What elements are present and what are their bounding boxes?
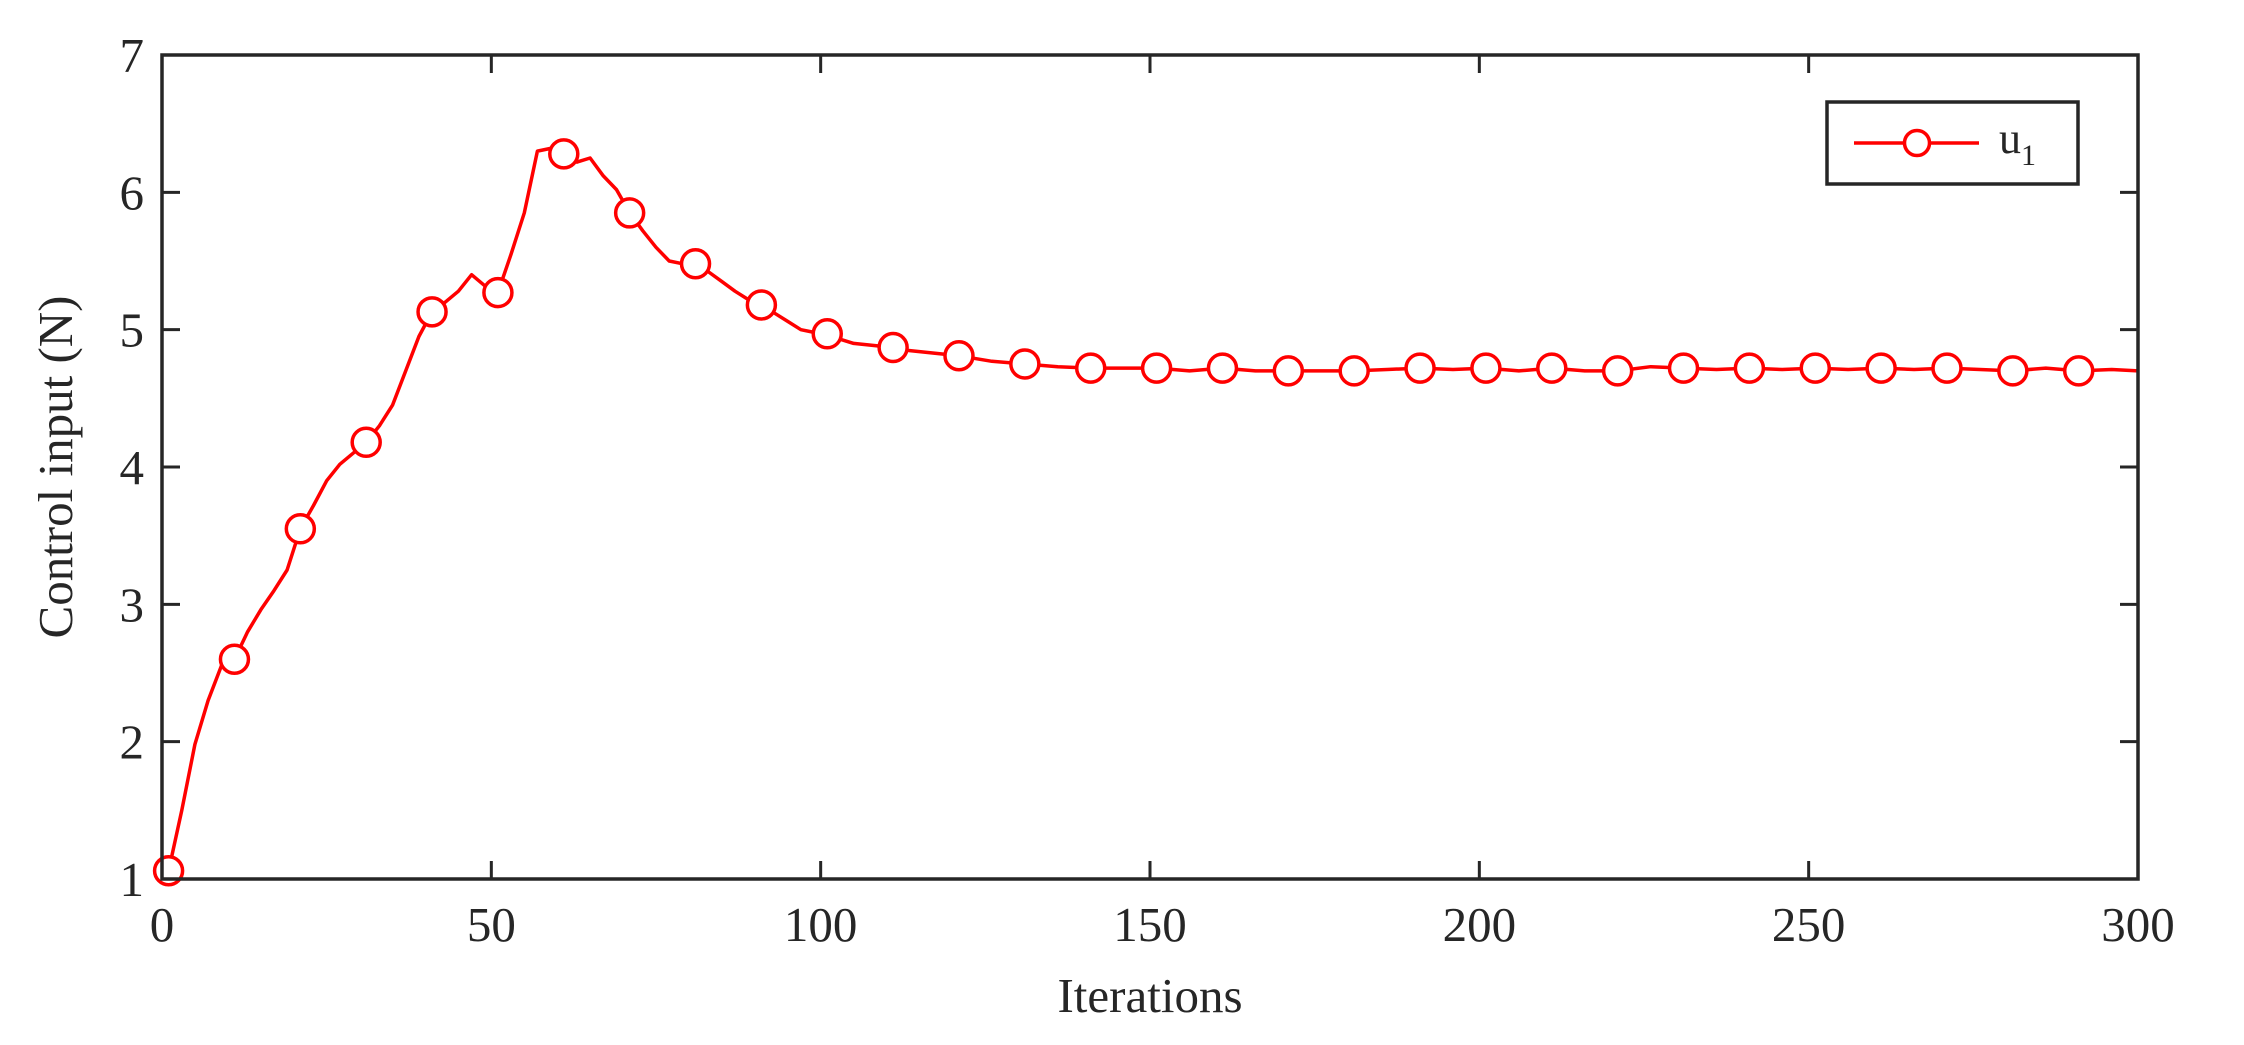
data-point-marker xyxy=(877,331,909,364)
data-point-marker xyxy=(1009,348,1041,380)
data-point-marker xyxy=(1865,352,1897,384)
legend-label: u1 xyxy=(1999,114,2036,172)
data-point-marker xyxy=(1997,355,2029,387)
data-point-marker xyxy=(1404,352,1436,384)
data-point-marker xyxy=(548,138,580,170)
data-point-marker xyxy=(482,276,514,309)
y-tick-label: 5 xyxy=(120,303,145,358)
data-point-marker xyxy=(350,426,382,459)
legend-marker xyxy=(1902,128,1932,158)
data-point-marker xyxy=(811,318,844,350)
x-tick-label: 200 xyxy=(1443,897,1517,952)
y-axis-title: Control input (N) xyxy=(28,296,83,639)
data-point-marker xyxy=(1074,352,1107,384)
legend-label-subscript: 1 xyxy=(2021,139,2036,172)
data-point-marker xyxy=(745,289,778,321)
legend-label-main: u xyxy=(1999,114,2021,163)
data-point-marker xyxy=(1536,352,1568,384)
y-tick-label: 3 xyxy=(120,577,145,632)
data-point-marker xyxy=(943,340,975,372)
x-tick-label: 0 xyxy=(150,897,175,952)
plot-area xyxy=(162,55,2138,879)
x-tick-label: 250 xyxy=(1772,897,1846,952)
data-point-marker xyxy=(218,643,251,676)
data-point-marker xyxy=(1206,352,1239,384)
data-point-marker xyxy=(1799,352,1832,384)
data-point-marker xyxy=(1601,355,1634,387)
data-point-marker xyxy=(1140,352,1173,384)
y-tick-label: 6 xyxy=(120,165,145,220)
data-point-marker xyxy=(416,296,448,328)
data-point-marker xyxy=(1667,352,1700,384)
x-tick-label: 100 xyxy=(784,897,858,952)
data-point-marker xyxy=(2062,355,2095,387)
data-point-marker xyxy=(613,197,646,229)
y-tick-label: 2 xyxy=(120,715,145,770)
data-point-marker xyxy=(1272,355,1305,387)
data-point-marker xyxy=(1470,352,1502,384)
y-tick-label: 7 xyxy=(120,28,145,83)
y-tick-label: 4 xyxy=(120,440,145,495)
axes-frame xyxy=(160,53,2140,881)
y-tick-label: 1 xyxy=(120,852,145,907)
data-point-marker xyxy=(1338,355,1370,387)
x-tick-label: 300 xyxy=(2101,897,2175,952)
x-tick-label: 150 xyxy=(1113,897,1187,952)
x-tick-label: 50 xyxy=(467,897,516,952)
data-point-marker xyxy=(679,247,712,280)
legend: u1 xyxy=(1825,100,2080,186)
data-point-marker xyxy=(1931,352,1963,384)
x-axis-title: Iterations xyxy=(1057,968,1242,1023)
data-point-marker xyxy=(284,513,317,545)
data-point-marker xyxy=(1733,352,1766,384)
ticks-layer: 0 50 100 150 200 250 300 1 2 3 4 5 6 7 xyxy=(120,28,2175,952)
